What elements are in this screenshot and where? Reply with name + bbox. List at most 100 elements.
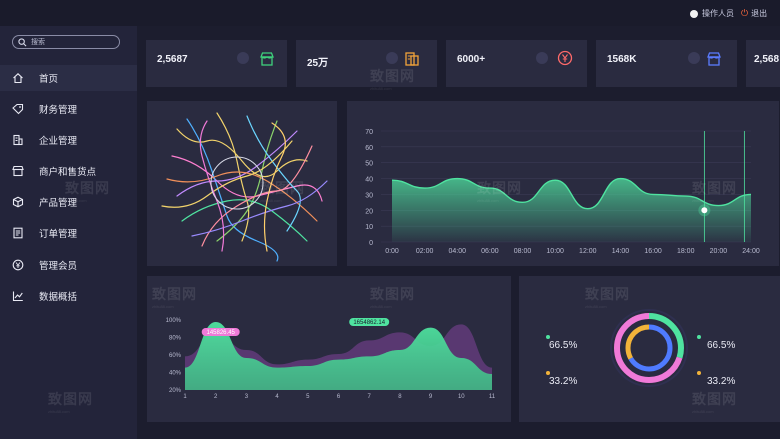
sidebar-item-orders[interactable]: 订单管理 <box>0 220 137 246</box>
y-tick-label: 100% <box>166 318 182 324</box>
data-label: 145826.45 <box>207 330 236 336</box>
sidebar-item-label: 产品管理 <box>39 198 78 209</box>
pie-legend-item: 33.2% <box>546 371 578 387</box>
stat-card[interactable]: 2,568 <box>746 40 780 87</box>
donut-slice <box>625 324 673 372</box>
sidebar-item-label: 财务管理 <box>39 105 78 116</box>
series-area <box>185 322 492 390</box>
x-tick-label: 14:00 <box>612 248 630 255</box>
x-tick-label: 20:00 <box>710 248 728 255</box>
series-line <box>391 177 752 210</box>
y-tick-label: 60% <box>169 353 182 359</box>
stat-dot <box>237 52 249 64</box>
stat-dot <box>536 52 548 64</box>
main-content: 2,5687 25万 6000+ 1568K 2,568 <box>137 26 780 439</box>
avatar-dot <box>690 9 698 18</box>
sidebar-item-label: 首页 <box>39 74 59 85</box>
trend-chart-panel: 0 10 20 30 40 50 60 70 0:00 02:00 04:00 06:00 08:00 1… <box>347 101 779 266</box>
ratio-panel: 66.5% 33.2% 66.5% 33.2% <box>519 276 780 422</box>
store-icon <box>12 165 24 177</box>
series-area <box>392 178 751 242</box>
sidebar-item-label: 管理会员 <box>39 261 78 272</box>
stat-card[interactable]: 1568K <box>596 40 737 87</box>
route-map-panel <box>147 101 337 266</box>
sidebar-item-merchants[interactable]: 商户和售货点 <box>0 158 137 184</box>
y-tick-label: 60 <box>365 145 373 152</box>
x-tick-label: 11 <box>489 394 496 400</box>
donut-chart <box>610 309 688 387</box>
y-tick-label: 40 <box>365 177 373 184</box>
search-placeholder: 搜索 <box>31 39 45 46</box>
x-tick-label: 3 <box>245 394 249 400</box>
stat-value: 2,568 <box>754 54 780 65</box>
user-menu[interactable]: 操作人员 <box>690 8 734 19</box>
legend-value: 66.5% <box>549 340 578 351</box>
sidebar-item-members[interactable]: 管理会员 <box>0 252 137 278</box>
y-tick-label: 40% <box>169 371 182 377</box>
tag-icon <box>12 103 24 115</box>
stat-card[interactable]: 6000+ <box>446 40 587 87</box>
x-tick-label: 2 <box>214 394 218 400</box>
data-label-bg <box>349 318 390 326</box>
x-tick-label: 8 <box>398 394 402 400</box>
x-tick-label: 04:00 <box>449 248 467 255</box>
x-tick-label: 08:00 <box>514 248 532 255</box>
data-label-bg <box>201 328 240 336</box>
search-input[interactable]: 搜索 <box>12 35 120 49</box>
x-tick-label: 7 <box>368 394 372 400</box>
y-tick-label: 20 <box>365 208 373 215</box>
line-chart-icon <box>12 290 24 302</box>
legend-dot <box>546 371 550 375</box>
x-tick-label: 10 <box>458 394 465 400</box>
y-tick-label: 50 <box>365 161 373 168</box>
shop-icon <box>707 52 721 66</box>
y-tick-label: 80% <box>169 336 182 342</box>
pie-legend-item: 66.5% <box>546 335 578 351</box>
sidebar-item-products[interactable]: 产品管理 <box>0 189 137 215</box>
box-icon <box>12 196 24 208</box>
sidebar: 搜索 首页 财务管理 企业管理 商户和售货点 产品管理 订单管理 管理会员 数据… <box>0 26 137 439</box>
percentage-chart: 20% 40% 60% 80% 100% 1 2 3 4 5 6 7 8 9 10 11 145826.45 16… <box>166 318 496 400</box>
stat-value: 1568K <box>607 54 637 65</box>
stat-value: 2,5687 <box>157 54 188 65</box>
logout-label: 退出 <box>751 9 768 18</box>
legend-value: 66.5% <box>707 340 736 351</box>
y-tick-label: 70 <box>365 129 373 136</box>
x-tick-label: 12:00 <box>579 248 597 255</box>
x-tick-label: 5 <box>306 394 310 400</box>
sidebar-item-data-overview[interactable]: 数据概括 <box>0 283 137 309</box>
x-tick-label: 9 <box>429 394 433 400</box>
stat-card[interactable]: 2,5687 <box>146 40 287 87</box>
document-stack-icon <box>405 52 419 66</box>
stat-card[interactable]: 25万 <box>296 40 437 87</box>
home-icon <box>12 72 24 84</box>
legend-value: 33.2% <box>549 376 578 387</box>
stat-value: 6000+ <box>457 54 486 65</box>
y-tick-label: 10 <box>365 224 373 231</box>
x-tick-label: 24:00 <box>742 248 760 255</box>
sidebar-item-finance[interactable]: 财务管理 <box>0 96 137 122</box>
data-label: 1654862.14 <box>353 320 385 326</box>
y-tick-label: 30 <box>365 192 373 199</box>
building-icon <box>12 134 24 146</box>
percentage-chart-panel: 20% 40% 60% 80% 100% 1 2 3 4 5 6 7 8 9 10 11 145826.45 16… <box>147 276 511 422</box>
yen-icon <box>557 50 573 66</box>
trend-chart: 0 10 20 30 40 50 60 70 0:00 02:00 04:00 06:00 08:00 1… <box>365 129 760 255</box>
sidebar-item-home[interactable]: 首页 <box>0 65 137 91</box>
legend-dot <box>697 335 701 339</box>
sidebar-item-enterprise[interactable]: 企业管理 <box>0 127 137 153</box>
x-tick-label: 4 <box>275 394 279 400</box>
x-tick-label: 16:00 <box>644 248 662 255</box>
legend-value: 33.2% <box>707 376 736 387</box>
stat-dot <box>386 52 398 64</box>
x-tick-label: 02:00 <box>416 248 434 255</box>
donut-slice <box>614 313 684 383</box>
legend-dot <box>697 371 701 375</box>
sidebar-item-label: 数据概括 <box>39 292 78 303</box>
x-tick-label: 6 <box>337 394 341 400</box>
sidebar-item-label: 企业管理 <box>39 136 78 147</box>
search-icon <box>18 37 27 46</box>
x-tick-label: 06:00 <box>481 248 499 255</box>
logout-button[interactable]: ⏻ 退出 <box>741 8 767 19</box>
sidebar-item-label: 商户和售货点 <box>39 167 97 178</box>
